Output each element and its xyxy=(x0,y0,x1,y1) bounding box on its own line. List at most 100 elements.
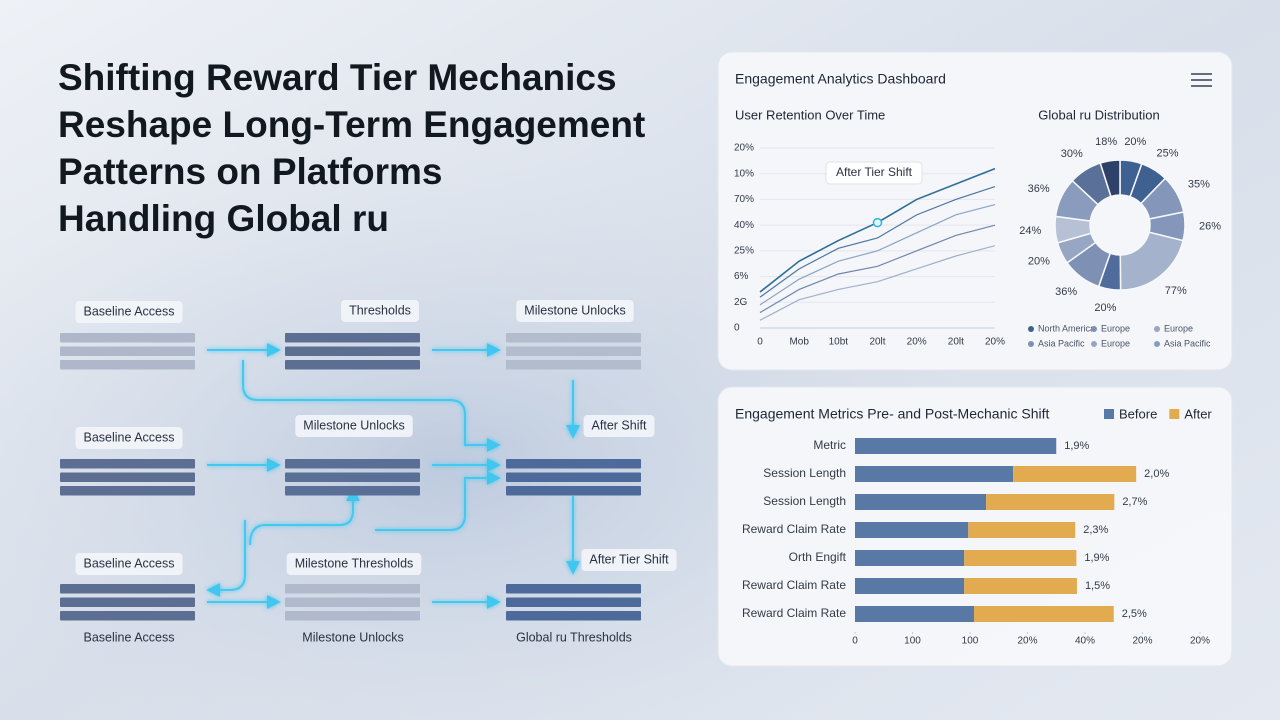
node-label: After Shift xyxy=(592,418,647,432)
y-tick-label: 2G xyxy=(734,297,748,308)
node-pill xyxy=(341,300,419,322)
legend-swatch xyxy=(1028,326,1034,332)
legend-label: Asia Pacific xyxy=(1038,338,1085,348)
flow-diagram: Baseline Access Thresholds Milestone Unloc… xyxy=(60,300,677,644)
bar-note: 2,5% xyxy=(1122,608,1147,620)
x-tick-label: 20% xyxy=(985,337,1005,348)
bar-segment xyxy=(855,522,969,538)
line-series xyxy=(759,186,996,298)
legend-swatch xyxy=(1104,409,1114,419)
caption: Global ru Thresholds xyxy=(516,630,632,644)
slice-label: 25% xyxy=(1157,148,1179,160)
tier-bar xyxy=(506,360,641,370)
category-label: Session Length xyxy=(763,466,846,480)
dashboard-title: Engagement Analytics Dashboard xyxy=(735,71,946,87)
bar-note: 1,5% xyxy=(1085,580,1110,592)
node-pill xyxy=(75,553,183,575)
slice-label: 26% xyxy=(1199,221,1221,233)
bar-segment xyxy=(964,578,1077,594)
node-label: Baseline Access xyxy=(83,304,174,318)
bar-note: 2,7% xyxy=(1122,496,1147,508)
legend-label: Europe xyxy=(1164,323,1193,333)
legend-swatch xyxy=(1091,341,1097,347)
slice-label: 24% xyxy=(1019,225,1041,237)
bar-segment xyxy=(974,606,1114,622)
y-tick-label: 70% xyxy=(734,194,754,205)
x-tick-label: 20% xyxy=(907,337,927,348)
dashboard-panel xyxy=(717,51,1233,371)
legend-swatch xyxy=(1091,326,1097,332)
slice-label: 20% xyxy=(1124,136,1146,148)
bar-note: 1,9% xyxy=(1064,440,1089,452)
node-pill xyxy=(286,553,422,575)
legend-label: After xyxy=(1184,406,1212,421)
y-tick-label: 10% xyxy=(734,168,754,179)
category-label: Reward Claim Rate xyxy=(742,522,846,536)
node-label: Baseline Access xyxy=(83,430,174,444)
caption: Milestone Unlocks xyxy=(302,630,403,644)
tier-bar xyxy=(506,597,641,607)
tier-bar xyxy=(60,459,195,469)
slice-label: 20% xyxy=(1028,255,1050,267)
tier-bar xyxy=(60,360,195,370)
tier-bar xyxy=(285,597,420,607)
y-tick-label: 20% xyxy=(734,143,754,154)
x-tick-label: 100 xyxy=(904,636,921,647)
tier-bar xyxy=(506,584,641,594)
headline-line: Shifting Reward Tier Mechanics xyxy=(58,57,617,98)
slice-label: 30% xyxy=(1061,148,1083,160)
bar-segment xyxy=(855,466,1014,482)
y-tick-label: 40% xyxy=(734,220,754,231)
node-pill xyxy=(516,300,634,322)
category-label: Orth Engift xyxy=(789,550,847,564)
tier-bar xyxy=(506,611,641,621)
bar-segment xyxy=(855,494,987,510)
tier-bar xyxy=(285,333,420,343)
annotation: After Tier Shift xyxy=(836,165,913,179)
node-pill xyxy=(295,415,413,437)
bar-segment xyxy=(855,438,1057,454)
node-label: Baseline Access xyxy=(83,556,174,570)
tier-bar xyxy=(60,472,195,482)
x-tick-label: 20lt xyxy=(948,337,964,348)
x-tick-label: 20% xyxy=(1190,636,1210,647)
x-tick-label: 100 xyxy=(962,636,979,647)
bar-note: 1,9% xyxy=(1084,552,1109,564)
bar-segment xyxy=(855,606,975,622)
slice-label: 20% xyxy=(1094,302,1116,314)
x-tick-label: 10bt xyxy=(829,337,849,348)
bar-segment xyxy=(964,550,1077,566)
line-series xyxy=(759,224,996,314)
x-tick-label: 20lt xyxy=(869,337,885,348)
node-label: Milestone Unlocks xyxy=(524,303,625,317)
x-tick-label: 0 xyxy=(852,636,858,647)
slice-label: 36% xyxy=(1028,183,1050,195)
tier-bar xyxy=(285,459,420,469)
legend-swatch xyxy=(1169,409,1180,419)
y-tick-label: 0 xyxy=(734,323,740,334)
tier-bar xyxy=(285,472,420,482)
menu-icon[interactable] xyxy=(1191,73,1212,87)
node-pill xyxy=(581,549,677,571)
tier-bar xyxy=(60,333,195,343)
node-label: Milestone Unlocks xyxy=(303,418,404,432)
headline-line: Patterns on Platforms xyxy=(58,151,442,192)
node-label: Milestone Thresholds xyxy=(295,556,414,570)
tier-bar xyxy=(60,346,195,356)
donut-slice xyxy=(1099,159,1121,198)
arrow xyxy=(249,487,360,546)
arrow xyxy=(375,471,501,531)
chart-title: Engagement Metrics Pre- and Post-Mechani… xyxy=(735,406,1049,422)
slice-label: 18% xyxy=(1095,136,1117,148)
legend-swatch xyxy=(1028,341,1034,347)
y-tick-label: 25% xyxy=(734,245,754,256)
legend-label: Europe xyxy=(1101,338,1130,348)
bar-segment xyxy=(855,578,965,594)
chart-title: Global ru Distribution xyxy=(1038,107,1159,122)
arrow xyxy=(242,360,501,452)
tier-bar xyxy=(285,584,420,594)
tier-bar xyxy=(60,597,195,607)
bar-segment xyxy=(986,494,1115,510)
slice-label: 36% xyxy=(1055,286,1077,298)
